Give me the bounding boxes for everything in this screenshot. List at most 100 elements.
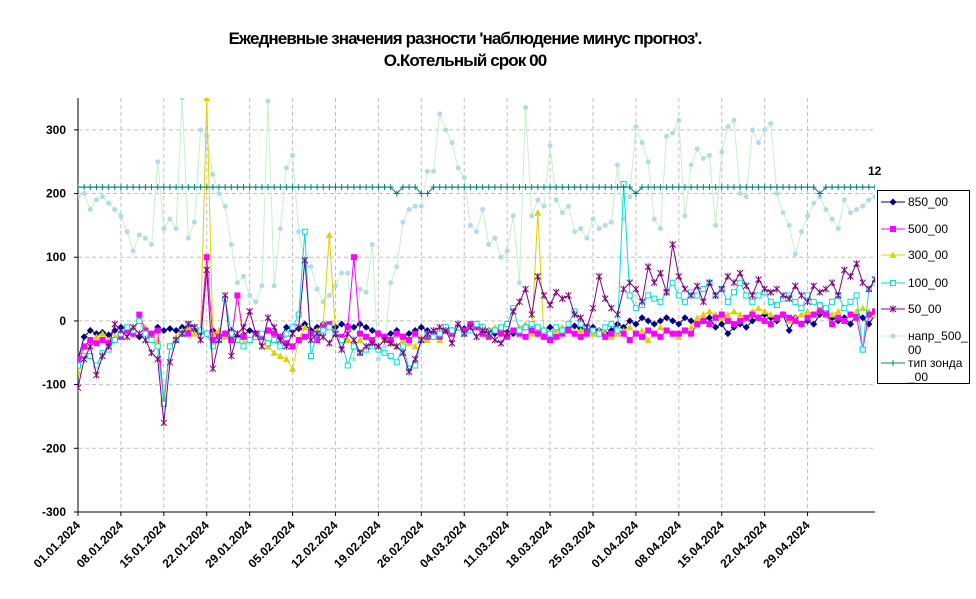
data-point [142, 330, 149, 337]
data-point [142, 235, 148, 241]
data-point [730, 289, 737, 296]
y-tick-label: 0 [59, 314, 66, 328]
y-tick-label: -300 [42, 505, 66, 519]
data-point [675, 272, 683, 280]
data-point [608, 304, 615, 312]
data-point [737, 191, 743, 197]
data-point [719, 149, 725, 155]
data-point [111, 337, 118, 344]
data-point [449, 140, 455, 146]
data-point [614, 311, 621, 319]
data-point [369, 184, 376, 191]
legend-symbol [881, 333, 905, 339]
data-point [124, 324, 131, 331]
data-point [743, 184, 750, 191]
data-point [492, 235, 498, 241]
data-point [320, 327, 327, 334]
data-point [344, 336, 352, 344]
data-point [99, 337, 106, 344]
data-point [705, 307, 713, 315]
data-point [761, 317, 768, 324]
data-point [565, 291, 572, 299]
data-point [356, 336, 364, 344]
data-point [670, 130, 676, 136]
data-point [804, 298, 811, 306]
data-point [142, 184, 149, 191]
data-point [583, 330, 590, 337]
data-point [326, 339, 333, 347]
data-point [504, 184, 511, 191]
data-point [663, 327, 670, 334]
data-point [650, 279, 658, 287]
data-point [798, 229, 804, 235]
data-point [166, 325, 174, 333]
data-point [590, 216, 596, 222]
data-point [528, 321, 535, 328]
data-point [644, 336, 652, 344]
data-point [535, 197, 541, 203]
legend-symbol [881, 305, 905, 313]
data-point [234, 330, 241, 338]
data-point [694, 321, 701, 328]
data-point [828, 311, 836, 318]
data-point [399, 184, 406, 191]
data-point [363, 289, 369, 295]
data-point [265, 327, 272, 334]
data-point [479, 184, 486, 191]
data-point [829, 216, 835, 222]
data-point [632, 330, 639, 337]
data-point [276, 352, 284, 359]
data-point [657, 333, 664, 340]
data-point [290, 152, 296, 158]
data-point [154, 327, 161, 334]
data-point [368, 326, 376, 334]
data-point [724, 298, 731, 305]
data-point [473, 321, 480, 328]
data-point [510, 213, 516, 219]
data-point [859, 346, 866, 353]
data-point [510, 184, 517, 191]
data-point [326, 324, 333, 331]
data-point [270, 349, 278, 356]
data-point [344, 184, 351, 191]
data-point [479, 326, 486, 334]
data-point [216, 191, 222, 197]
data-point [872, 184, 875, 191]
data-point [626, 184, 633, 191]
data-point [724, 317, 731, 324]
data-point [339, 270, 345, 276]
data-point [798, 321, 805, 328]
legend-symbol [881, 251, 905, 258]
data-point [859, 279, 867, 287]
data-point [277, 226, 283, 232]
data-point [154, 355, 162, 363]
data-point [332, 184, 339, 191]
data-point [148, 184, 155, 191]
data-point [816, 302, 823, 308]
data-point [651, 184, 658, 191]
data-point [583, 184, 590, 191]
data-point [301, 256, 309, 264]
data-point [486, 241, 492, 247]
data-point [786, 222, 792, 228]
data-point [461, 175, 467, 181]
data-point [547, 337, 554, 344]
data-point [694, 146, 700, 152]
data-point [712, 291, 719, 299]
data-point [853, 184, 860, 191]
data-point [780, 311, 787, 318]
data-point [412, 203, 418, 209]
data-point [418, 203, 424, 209]
data-point [473, 324, 480, 331]
data-point [589, 184, 596, 191]
data-point [227, 352, 235, 360]
data-point [166, 343, 173, 350]
data-point [375, 330, 382, 337]
data-point [498, 184, 505, 191]
data-point [681, 314, 689, 322]
data-point [847, 298, 854, 305]
data-point [363, 333, 370, 340]
data-point [534, 209, 542, 216]
data-point [639, 184, 646, 191]
data-point [540, 291, 548, 299]
